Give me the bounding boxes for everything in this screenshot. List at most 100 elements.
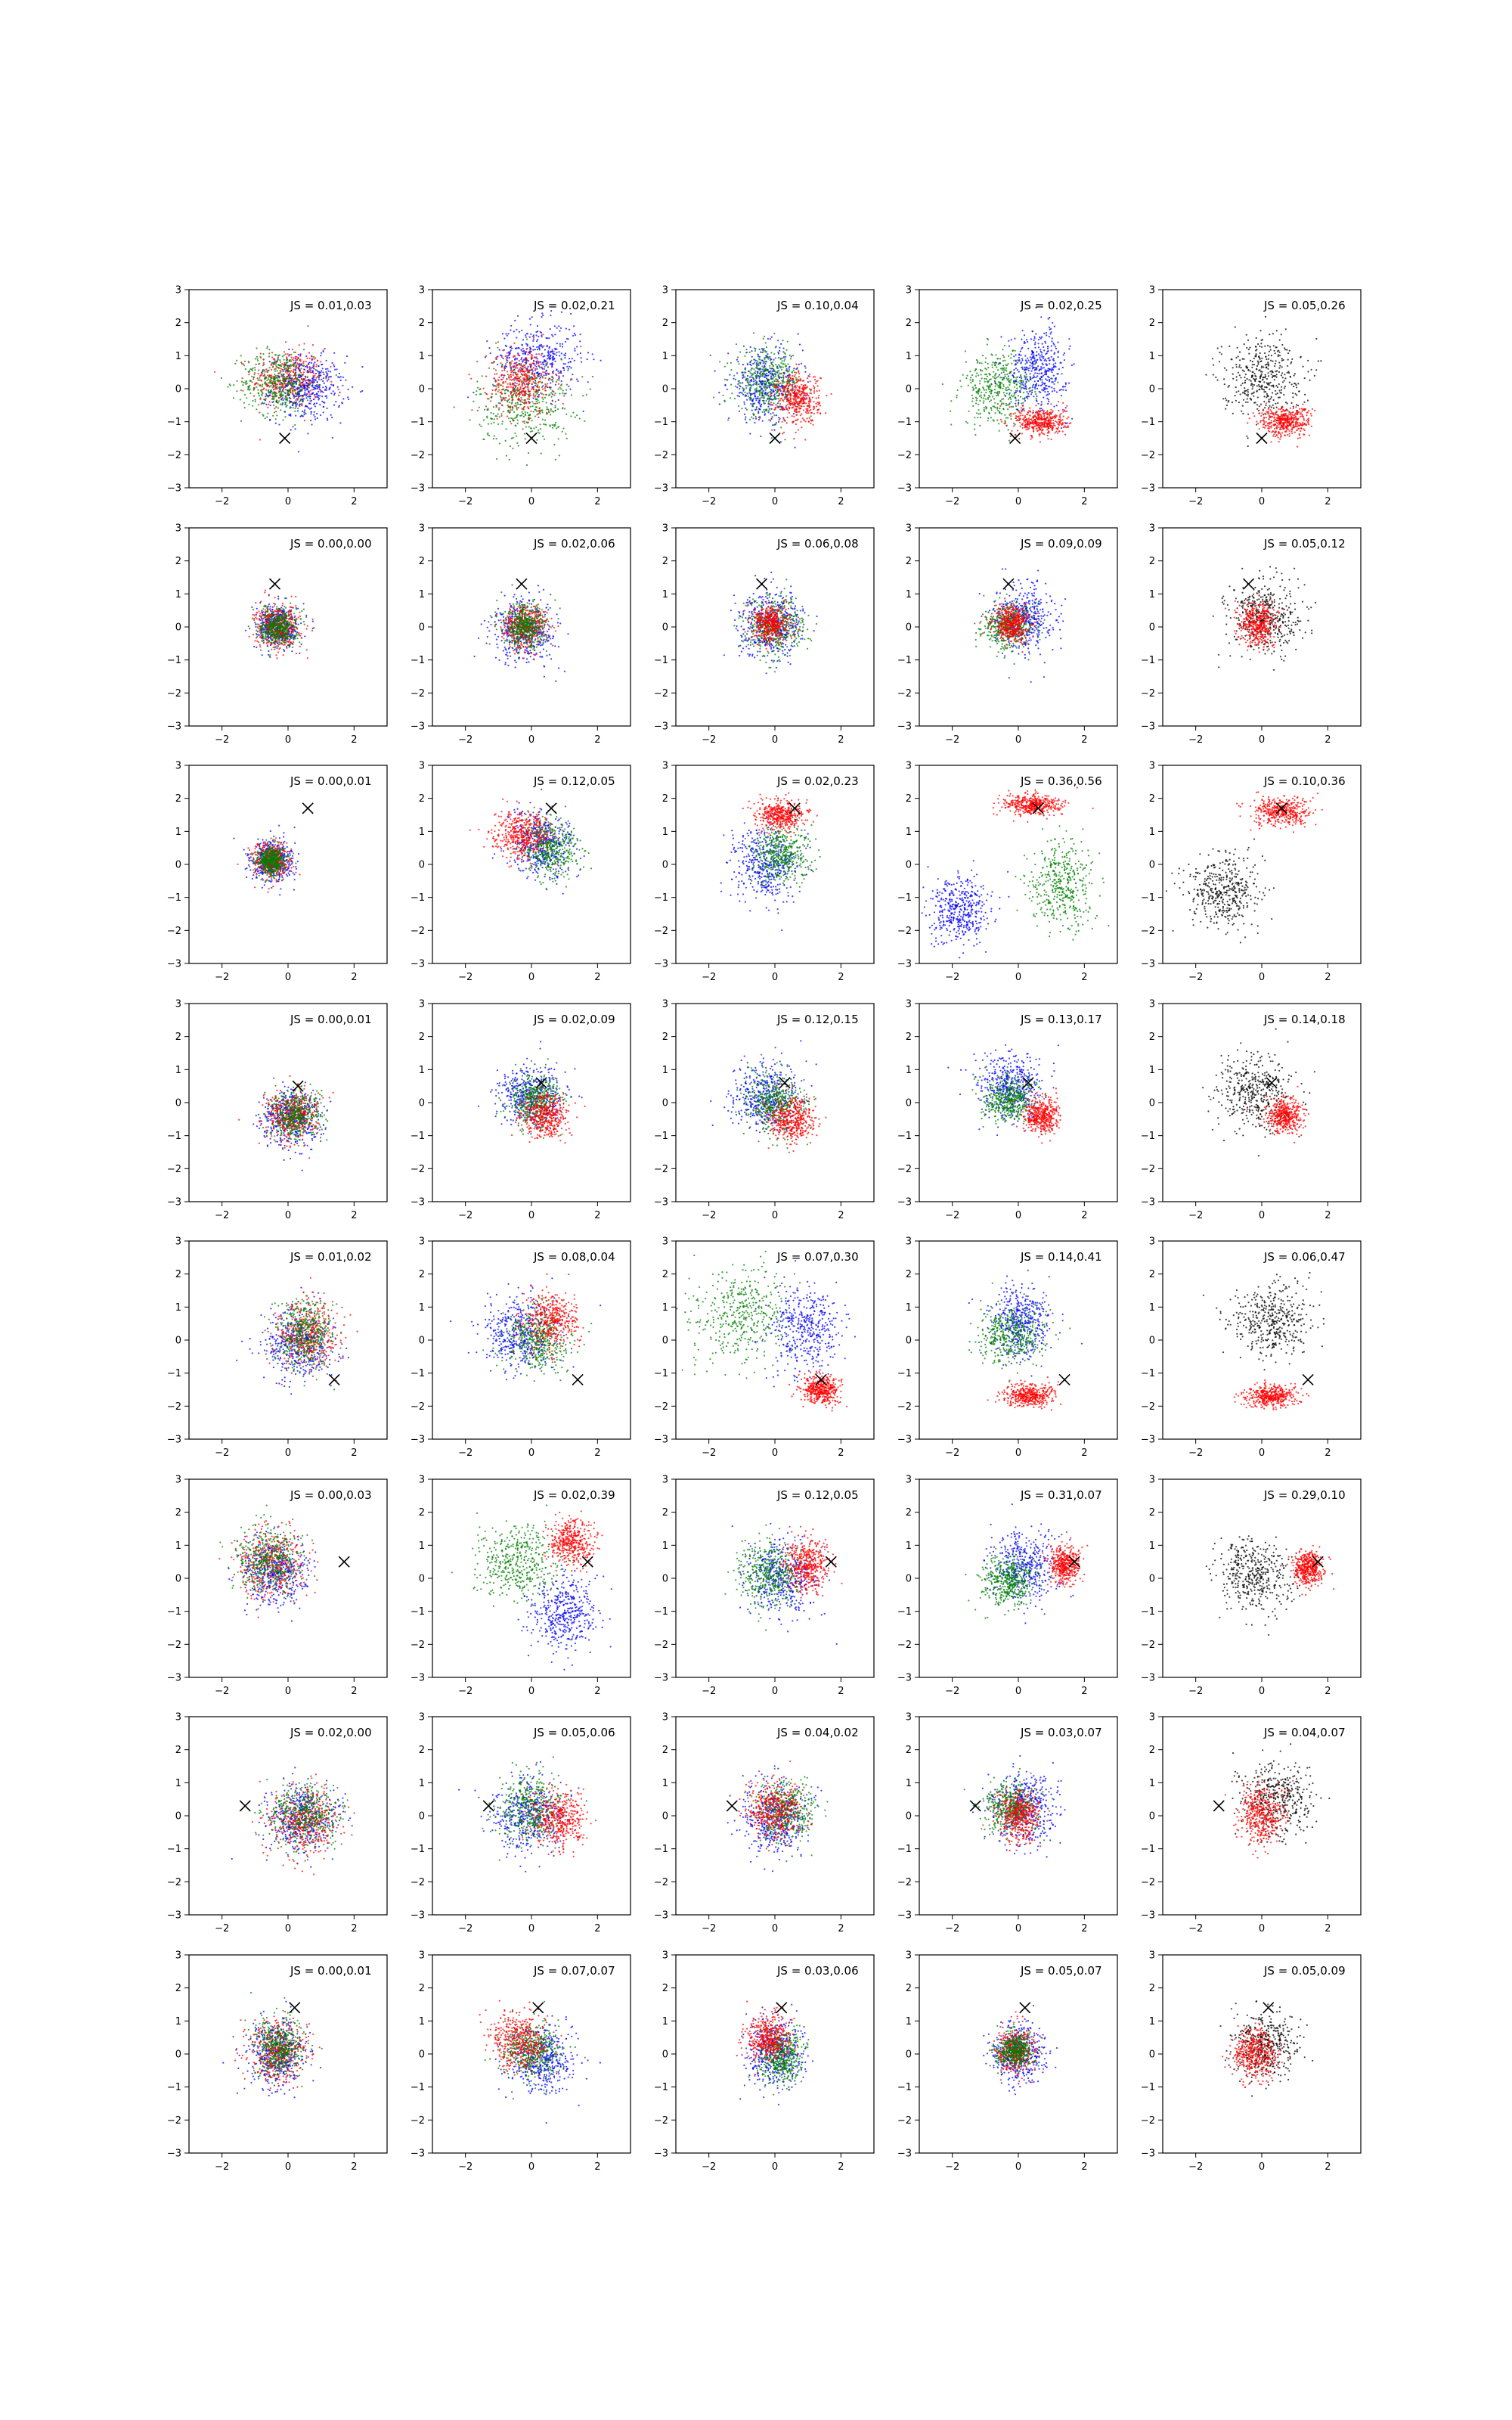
scatter-point	[1027, 380, 1030, 382]
scatter-point	[306, 376, 308, 379]
scatter-point	[295, 395, 298, 398]
scatter-point	[284, 380, 286, 383]
scatter-point	[801, 387, 803, 389]
scatter-series-red	[758, 363, 832, 441]
scatter-point	[1019, 350, 1021, 352]
scatter-point	[1001, 413, 1003, 415]
scatter-point	[496, 417, 498, 420]
scatter-point	[554, 406, 556, 408]
scatter-point	[282, 394, 284, 396]
scatter-point	[302, 365, 305, 368]
y-tick-label: 1	[419, 351, 425, 362]
scatter-point	[510, 386, 513, 388]
scatter-point	[540, 361, 542, 363]
scatter-point	[1026, 361, 1028, 364]
scatter-point	[789, 376, 791, 378]
scatter-point	[500, 413, 503, 415]
scatter-point	[547, 408, 550, 411]
scatter-point	[769, 371, 771, 373]
scatter-point	[516, 367, 519, 369]
scatter-point	[274, 379, 276, 381]
scatter-point	[1003, 367, 1005, 369]
scatter-point	[550, 379, 553, 381]
scatter-point	[565, 340, 567, 343]
scatter-point	[1049, 363, 1051, 365]
scatter-point	[1052, 374, 1055, 377]
scatter-point	[297, 353, 299, 355]
scatter-point	[529, 405, 531, 408]
scatter-point	[758, 361, 761, 364]
scatter-point	[531, 405, 534, 408]
scatter-point	[1017, 395, 1019, 397]
scatter-point	[1053, 325, 1055, 327]
scatter-point	[553, 425, 556, 427]
scatter-point	[719, 361, 721, 363]
scatter-point	[999, 381, 1002, 383]
scatter-point	[536, 349, 539, 351]
scatter-point	[274, 361, 277, 365]
scatter-point	[513, 377, 516, 380]
scatter-point	[997, 409, 999, 411]
scatter-point	[302, 379, 304, 381]
scatter-point	[774, 408, 776, 411]
scatter-point	[327, 370, 330, 372]
scatter-point	[479, 424, 481, 426]
scatter-point	[1008, 393, 1011, 396]
scatter-point	[1043, 433, 1046, 436]
scatter-point	[1052, 424, 1055, 427]
scatter-point	[999, 374, 1001, 376]
scatter-point	[757, 371, 759, 374]
scatter-point	[547, 355, 550, 357]
scatter-point	[792, 383, 794, 386]
scatter-point	[1010, 405, 1013, 408]
scatter-point	[526, 369, 529, 371]
scatter-point	[570, 415, 572, 417]
scatter-point	[254, 358, 256, 360]
scatter-point	[1038, 368, 1041, 371]
scatter-point	[520, 363, 522, 365]
scatter-point	[1021, 368, 1024, 370]
scatter-point	[1001, 377, 1003, 379]
scatter-point	[519, 355, 521, 357]
scatter-point	[781, 360, 783, 362]
scatter-point	[249, 368, 252, 371]
scatter-point	[504, 439, 507, 442]
scatter-point	[301, 381, 304, 384]
scatter-point	[1039, 355, 1041, 357]
scatter-point	[1012, 396, 1014, 398]
scatter-point	[576, 378, 578, 380]
scatter-point	[792, 369, 795, 371]
scatter-point	[542, 334, 544, 336]
scatter-point	[984, 395, 986, 397]
scatter-point	[560, 358, 562, 361]
scatter-point	[519, 366, 522, 368]
scatter-point	[1038, 423, 1040, 425]
scatter-point	[554, 349, 556, 351]
scatter-point	[754, 349, 757, 352]
scatter-point	[796, 405, 798, 408]
scatter-point	[508, 354, 510, 356]
scatter-point	[493, 361, 496, 363]
scatter-point	[532, 397, 534, 399]
scatter-point	[536, 358, 538, 360]
scatter-point	[782, 356, 785, 358]
scatter-point	[758, 402, 761, 405]
scatter-point	[280, 383, 283, 386]
scatter-point	[1024, 376, 1026, 378]
scatter-point	[792, 399, 795, 401]
scatter-point	[801, 392, 803, 396]
scatter-point	[1038, 338, 1040, 341]
scatter-point	[282, 402, 284, 405]
scatter-point	[541, 345, 543, 347]
scatter-point	[495, 342, 497, 344]
scatter-point	[1061, 424, 1064, 426]
scatter-point	[295, 371, 297, 374]
scatter-point	[787, 392, 789, 394]
scatter-point	[491, 361, 494, 364]
scatter-point	[1005, 377, 1008, 380]
scatter-point	[506, 389, 508, 391]
scatter-point	[295, 399, 297, 402]
scatter-point	[258, 395, 260, 397]
scatter-point	[292, 383, 294, 386]
